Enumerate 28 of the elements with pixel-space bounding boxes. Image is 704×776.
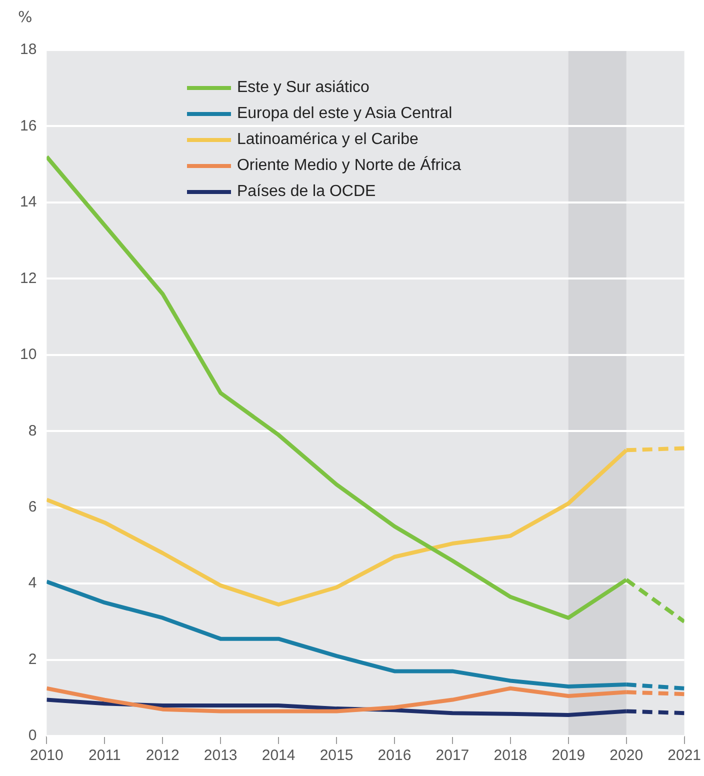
y-tick-label: 2 <box>28 650 37 668</box>
y-tick-label: 0 <box>28 727 37 744</box>
y-tick-label: 18 <box>20 41 37 58</box>
y-tick-label: 12 <box>20 270 37 287</box>
x-tick-label: 2020 <box>610 747 644 764</box>
x-tick-label: 2018 <box>494 747 528 764</box>
y-tick-label: 10 <box>20 346 37 364</box>
x-tick-label: 2017 <box>436 747 470 764</box>
legend-label: Latinoamérica y el Caribe <box>236 131 418 149</box>
y-tick-label: 16 <box>20 117 37 134</box>
legend-label: Oriente Medio y Norte de África <box>236 157 462 175</box>
x-tick-label: 2016 <box>378 747 412 764</box>
x-tick-label: 2010 <box>30 747 64 764</box>
y-axis-title: % <box>18 8 32 26</box>
y-tick-label: 6 <box>28 498 37 516</box>
x-tick-label: 2012 <box>146 747 180 764</box>
x-tick-label: 2011 <box>88 747 121 764</box>
legend-label: Europa del este y Asia Central <box>236 105 452 123</box>
y-tick-label: 8 <box>28 422 37 440</box>
y-tick-label: 4 <box>28 574 37 592</box>
x-tick-label: 2015 <box>320 747 354 764</box>
legend-label: Países de la OCDE <box>236 183 376 201</box>
x-tick-label: 2019 <box>552 747 586 764</box>
x-tick-label: 2021 <box>668 747 702 764</box>
y-tick-label: 14 <box>20 194 37 211</box>
x-tick-label: 2013 <box>204 747 238 764</box>
x-tick-label: 2014 <box>262 747 296 764</box>
legend-label: Este y Sur asiático <box>236 79 370 97</box>
